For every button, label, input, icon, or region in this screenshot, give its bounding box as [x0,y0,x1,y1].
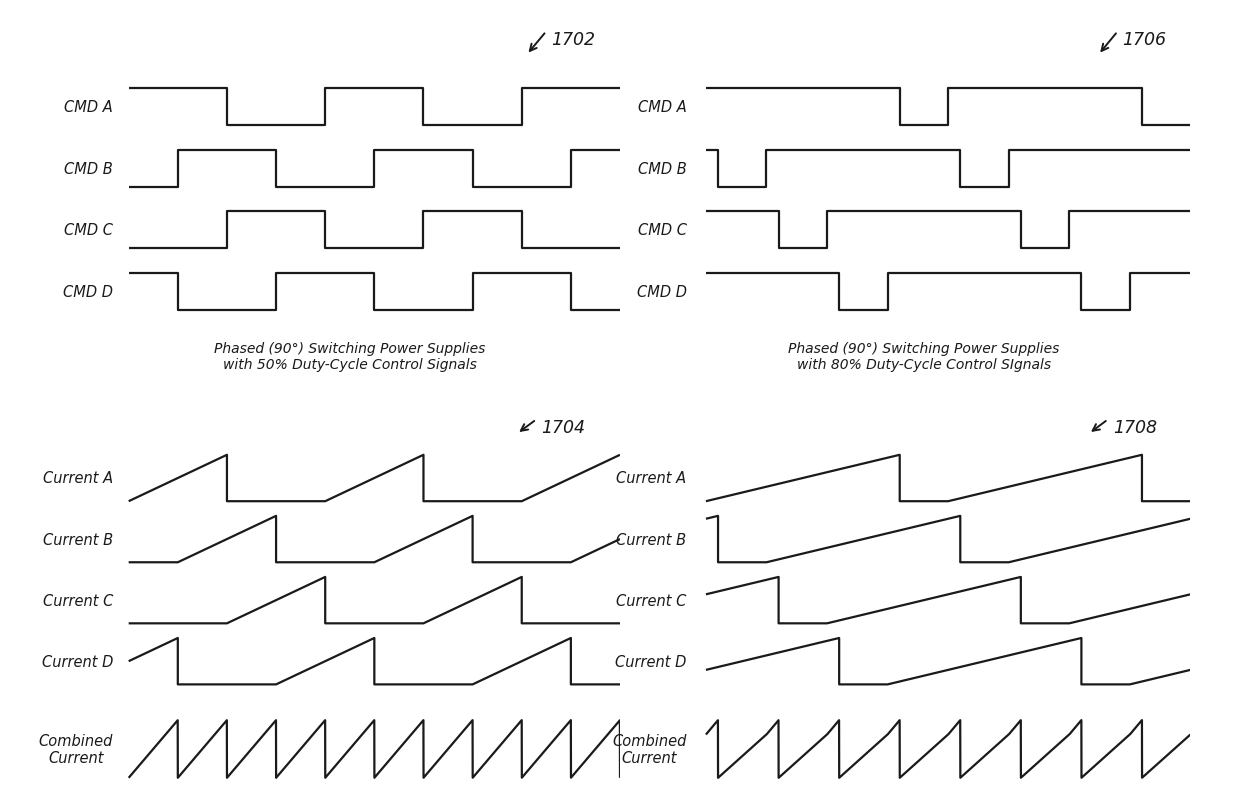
Text: Current D: Current D [42,654,113,669]
Text: CMD B: CMD B [64,161,113,176]
Text: Current D: Current D [615,654,687,669]
Text: Combined
Current: Combined Current [613,733,687,766]
Text: Current C: Current C [42,593,113,608]
Text: CMD A: CMD A [64,100,113,115]
Text: Current B: Current B [616,532,687,547]
Text: CMD C: CMD C [64,223,113,238]
Text: CMD D: CMD D [63,285,113,299]
Text: Combined
Current: Combined Current [38,733,113,766]
Text: Phased (90°) Switching Power Supplies
with 50% Duty-Cycle Control Signals: Phased (90°) Switching Power Supplies wi… [215,341,486,371]
Text: Current A: Current A [43,471,113,486]
Text: CMD D: CMD D [636,285,687,299]
Text: Current B: Current B [43,532,113,547]
Text: Phased (90°) Switching Power Supplies
with 80% Duty-Cycle Control SIgnals: Phased (90°) Switching Power Supplies wi… [789,341,1060,371]
Text: CMD C: CMD C [637,223,687,238]
Text: 1704: 1704 [542,419,585,437]
Text: Current A: Current A [616,471,687,486]
Text: CMD A: CMD A [637,100,687,115]
Text: 1702: 1702 [552,32,595,49]
Text: 1708: 1708 [1112,419,1157,437]
Text: Current C: Current C [616,593,687,608]
Text: CMD B: CMD B [637,161,687,176]
Text: 1706: 1706 [1122,32,1167,49]
